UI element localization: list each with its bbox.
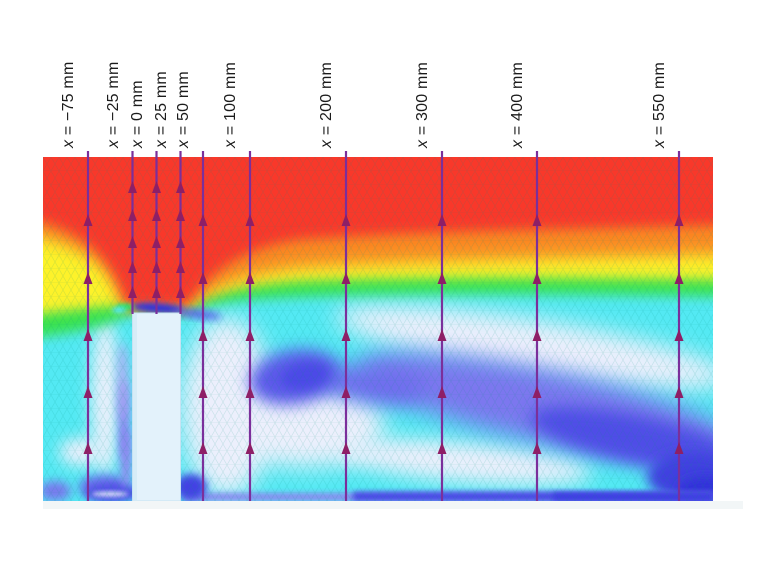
arrow-up-icon: [128, 181, 137, 193]
arrow-up-icon: [674, 214, 684, 226]
probe-label: x = 400 mm: [509, 61, 526, 148]
contour-plot: [43, 151, 713, 501]
probe-label: x = 100 mm: [222, 61, 239, 148]
probe-line-group: [437, 151, 447, 501]
probe-label-text: = 300 mm: [414, 61, 431, 140]
arrow-up-icon: [128, 209, 137, 221]
arrow-up-icon: [198, 329, 208, 341]
arrow-up-icon: [437, 329, 447, 341]
streamlines-layer: [83, 151, 684, 501]
probe-label-text: = 50 mm: [175, 71, 192, 140]
probe-line-group: [532, 151, 542, 501]
arrow-up-icon: [245, 386, 255, 398]
probe-line-group: [245, 151, 255, 501]
probe-line-group: [128, 151, 137, 314]
probe-line-group: [176, 151, 185, 314]
arrow-up-icon: [532, 272, 542, 284]
arrow-up-icon: [83, 272, 93, 284]
probe-label: x = 0 mm: [128, 80, 146, 148]
obstacle-block: [132, 312, 181, 501]
arrow-up-icon: [245, 329, 255, 341]
arrow-up-icon: [532, 214, 542, 226]
arrow-up-icon: [532, 386, 542, 398]
arrow-up-icon: [128, 286, 137, 298]
arrow-up-icon: [245, 214, 255, 226]
arrow-up-icon: [198, 442, 208, 454]
probe-label-text: = −75 mm: [60, 61, 77, 140]
arrow-up-icon: [198, 272, 208, 284]
contour-field: [43, 151, 713, 501]
arrow-up-icon: [152, 209, 161, 221]
probe-label-text: = 25 mm: [152, 71, 170, 140]
arrow-up-icon: [83, 386, 93, 398]
probe-line-group: [198, 151, 208, 501]
arrow-up-icon: [437, 386, 447, 398]
probe-label: x = 300 mm: [414, 61, 431, 148]
arrow-up-icon: [83, 442, 93, 454]
arrow-up-icon: [245, 272, 255, 284]
arrow-up-icon: [437, 214, 447, 226]
arrow-up-icon: [437, 442, 447, 454]
arrow-up-icon: [341, 386, 351, 398]
arrow-up-icon: [674, 442, 684, 454]
arrow-up-icon: [674, 386, 684, 398]
arrow-up-icon: [152, 236, 161, 248]
probe-label: x = −75 mm: [60, 61, 77, 148]
contour-layers: [43, 157, 713, 501]
arrow-up-icon: [128, 236, 137, 248]
probe-line-group: [83, 151, 93, 501]
arrow-up-icon: [532, 442, 542, 454]
probe-label: x = −25 mm: [104, 61, 122, 148]
arrow-up-icon: [341, 329, 351, 341]
arrow-up-icon: [674, 329, 684, 341]
probe-label-text: = −25 mm: [104, 61, 122, 140]
probe-label-text: = 550 mm: [651, 61, 668, 140]
probe-line-group: [152, 151, 161, 314]
arrow-up-icon: [437, 272, 447, 284]
arrow-up-icon: [532, 329, 542, 341]
arrow-up-icon: [176, 209, 185, 221]
arrow-up-icon: [176, 261, 185, 273]
probe-label-text: = 400 mm: [509, 61, 526, 140]
arrow-up-icon: [152, 181, 161, 193]
arrow-up-icon: [176, 181, 185, 193]
probe-label-text: = 100 mm: [222, 61, 239, 140]
probe-label: x = 50 mm: [175, 71, 192, 148]
arrow-up-icon: [83, 214, 93, 226]
arrow-up-icon: [245, 442, 255, 454]
probe-label-text: = 200 mm: [318, 61, 335, 140]
arrow-up-icon: [341, 272, 351, 284]
arrow-up-icon: [152, 286, 161, 298]
arrow-up-icon: [198, 214, 208, 226]
arrow-up-icon: [341, 214, 351, 226]
arrow-up-icon: [198, 386, 208, 398]
probe-label: x = 25 mm: [152, 71, 170, 148]
probe-label-text: = 0 mm: [128, 80, 146, 140]
arrow-up-icon: [152, 261, 161, 273]
probe-label: x = 200 mm: [318, 61, 335, 148]
arrow-up-icon: [83, 329, 93, 341]
floor-strip: [43, 501, 743, 509]
probe-line-group: [674, 151, 684, 501]
arrow-up-icon: [176, 236, 185, 248]
arrow-up-icon: [341, 442, 351, 454]
arrow-up-icon: [128, 261, 137, 273]
probe-label: x = 550 mm: [651, 61, 668, 148]
arrow-up-icon: [176, 286, 185, 298]
arrow-up-icon: [674, 272, 684, 284]
probe-line-group: [341, 151, 351, 501]
